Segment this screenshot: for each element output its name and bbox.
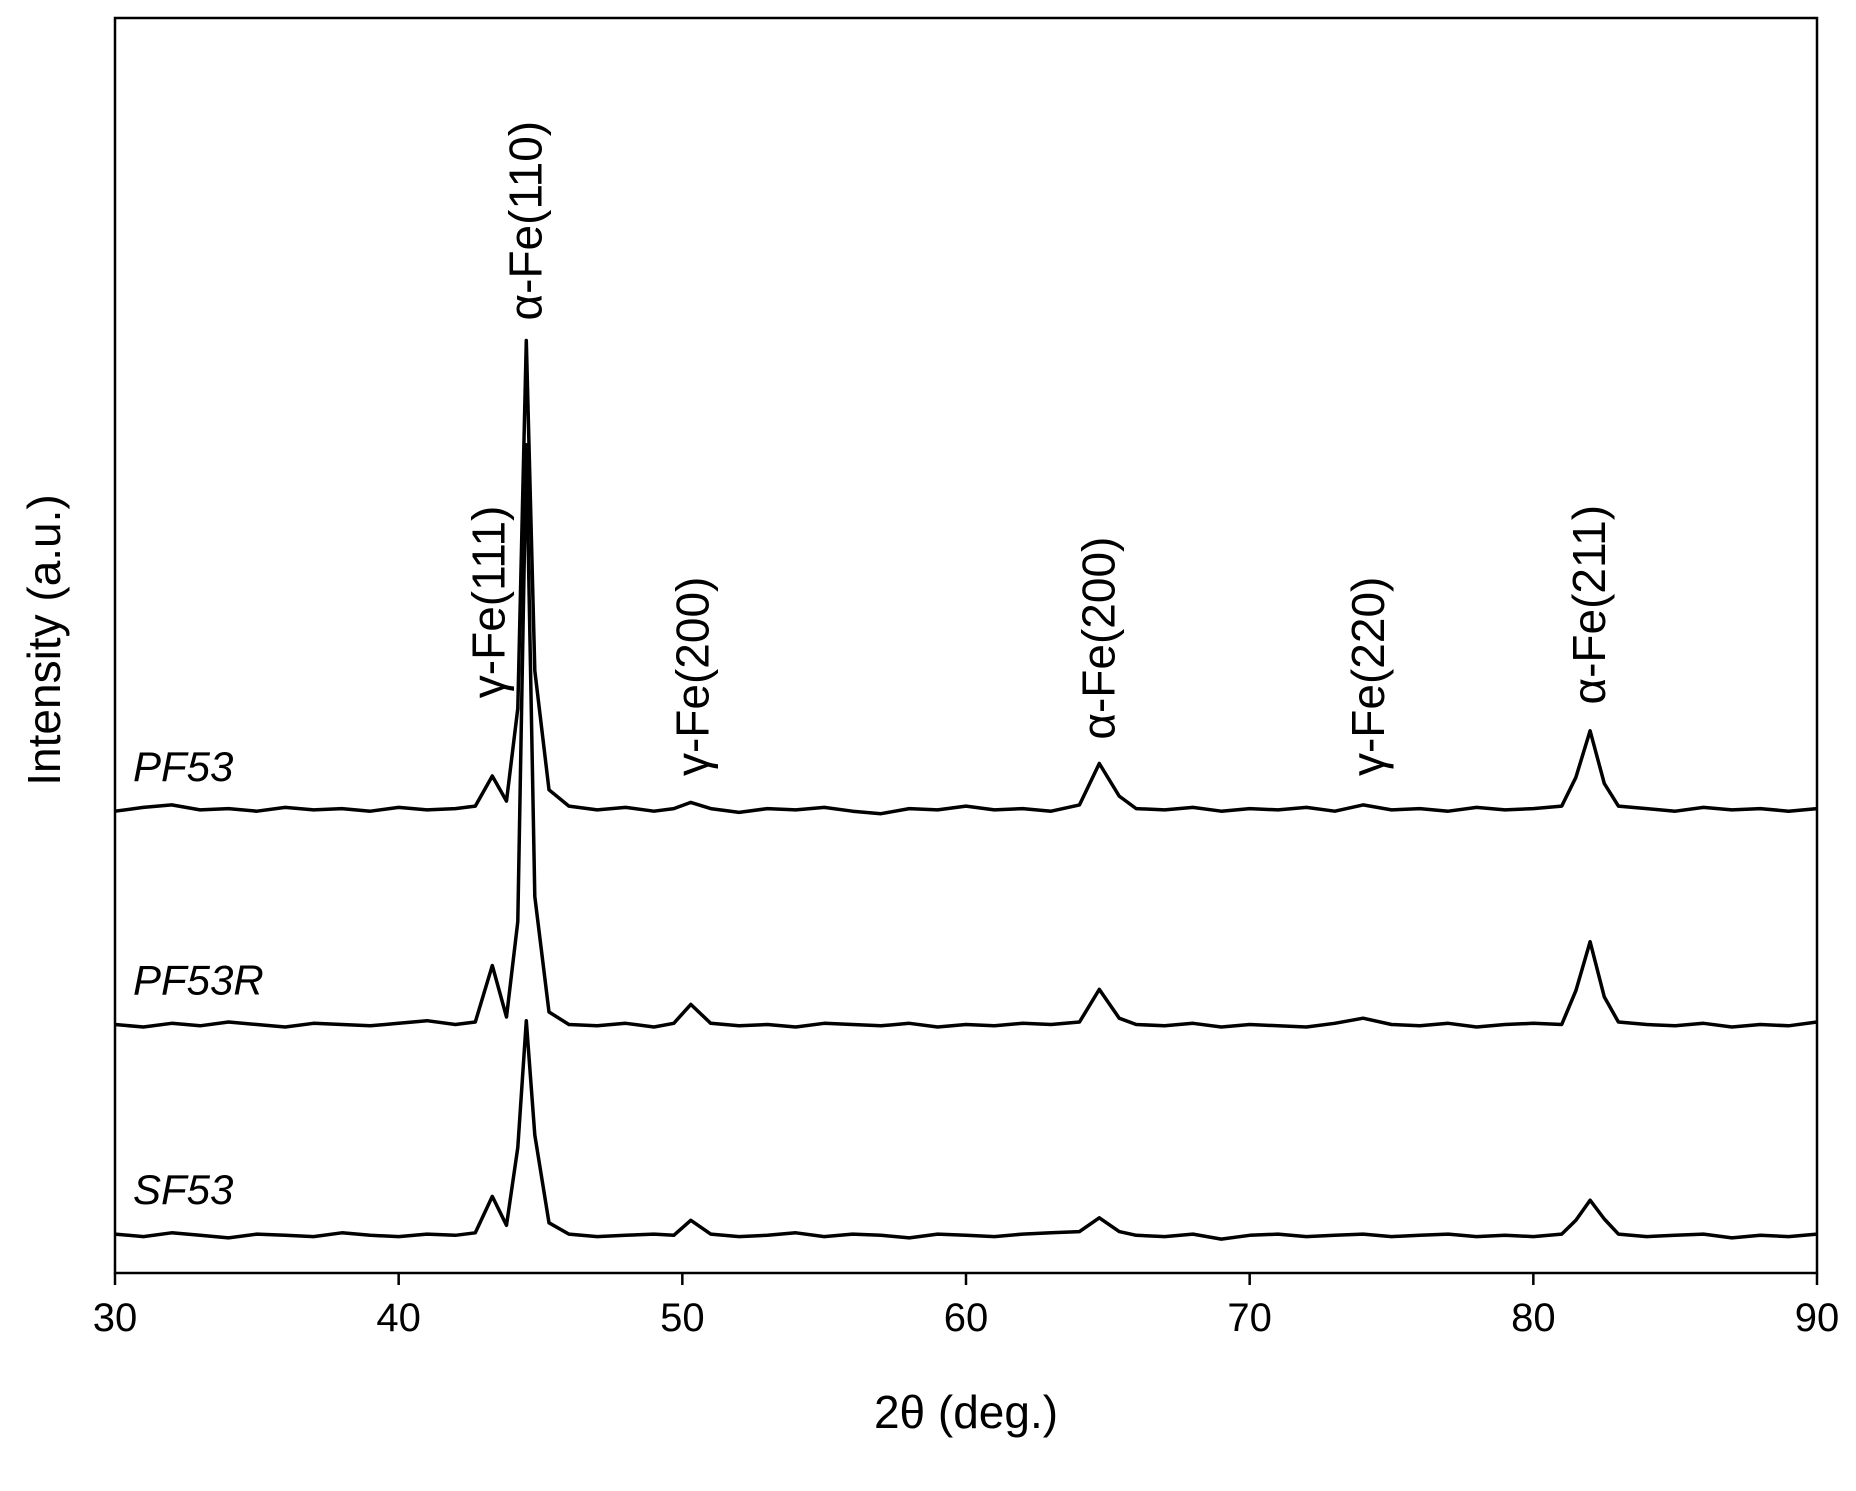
x-tick-label: 90 [1795, 1296, 1840, 1340]
peak-annotation: γ-Fe(220) [1342, 577, 1394, 776]
series-label: SF53 [133, 1166, 233, 1213]
series-line [114, 1018, 1818, 1241]
x-tick-label: 70 [1227, 1296, 1272, 1340]
peak-annotation: α-Fe(110) [499, 121, 551, 321]
series-label: PF53 [133, 743, 233, 790]
x-tick-label: 60 [944, 1296, 989, 1340]
peak-annotation: γ-Fe(200) [667, 577, 719, 776]
plot-frame [113, 16, 1819, 1275]
y-axis-label: Intensity (a.u.) [18, 494, 70, 785]
x-axis-label: 2θ (deg.) [874, 1386, 1058, 1438]
x-tick-label: 80 [1511, 1296, 1556, 1340]
peak-annotation: α-Fe(200) [1072, 537, 1124, 740]
peak-annotation: γ-Fe(111) [462, 506, 514, 699]
x-tick-label: 40 [376, 1296, 421, 1340]
x-tick-label: 50 [660, 1296, 705, 1340]
x-tick-label: 30 [93, 1296, 138, 1340]
series-label: PF53R [133, 957, 264, 1004]
series-line [114, 442, 1818, 1029]
peak-annotation: α-Fe(211) [1563, 505, 1615, 705]
series-line [114, 338, 1818, 816]
